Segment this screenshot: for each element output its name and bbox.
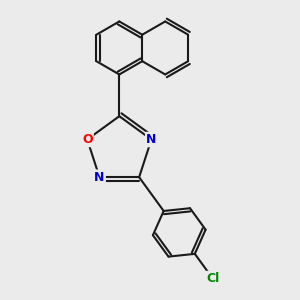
Text: N: N [94, 171, 105, 184]
Text: O: O [82, 133, 93, 146]
Text: Cl: Cl [206, 272, 219, 285]
Text: N: N [146, 133, 157, 146]
